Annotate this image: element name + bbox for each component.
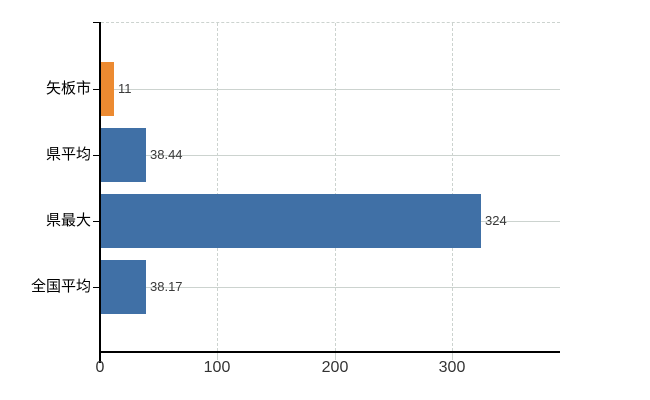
y-category-label: 全国平均 (30, 278, 91, 295)
x-axis-line (99, 351, 560, 353)
x-tick-label: 0 (95, 359, 105, 376)
y-axis-tick (93, 89, 100, 90)
h-gridline (101, 287, 560, 288)
y-axis-tick (93, 221, 100, 222)
x-axis-tick (217, 353, 218, 360)
bar (101, 260, 146, 314)
x-tick-label: 200 (321, 359, 349, 376)
y-category-label: 矢板市 (45, 80, 91, 97)
bar (101, 62, 114, 116)
v-gridline (217, 23, 218, 351)
x-tick-label: 300 (438, 359, 466, 376)
bar-value-label: 324 (485, 213, 507, 228)
y-axis-tick (93, 155, 100, 156)
x-axis-tick (452, 353, 453, 360)
plot-top-border (101, 22, 560, 23)
bar-value-label: 38.44 (150, 147, 183, 162)
y-axis-top-tick (93, 22, 100, 23)
y-category-label: 県最大 (45, 212, 91, 229)
v-gridline (452, 23, 453, 351)
h-gridline (101, 89, 560, 90)
y-axis-tick (93, 287, 100, 288)
bar (101, 128, 146, 182)
bar-value-label: 11 (118, 81, 132, 96)
v-gridline (335, 23, 336, 351)
h-gridline (101, 155, 560, 156)
y-axis-line (99, 22, 101, 363)
bar (101, 194, 481, 248)
x-axis-tick (335, 353, 336, 360)
y-category-label: 県平均 (45, 146, 91, 163)
bar-value-label: 38.17 (150, 279, 183, 294)
x-tick-label: 100 (203, 359, 231, 376)
